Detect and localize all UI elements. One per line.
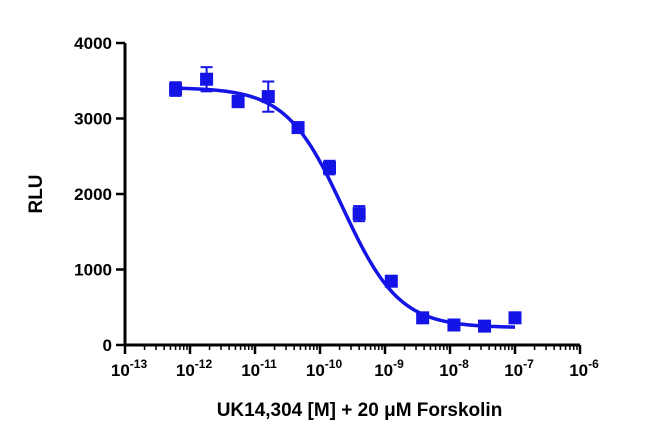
data-point — [200, 72, 214, 86]
data-point — [352, 207, 366, 221]
data-point-layer — [169, 72, 522, 333]
data-point — [169, 82, 183, 96]
x-tick-label: 10-9 — [374, 357, 404, 380]
x-tick-label: 10-8 — [439, 357, 469, 380]
data-point — [291, 121, 305, 135]
y-tick-label: 1000 — [74, 261, 112, 280]
data-point — [384, 274, 398, 288]
y-axis-title: RLU — [26, 174, 47, 213]
data-point — [416, 311, 430, 325]
y-tick-label: 2000 — [74, 185, 112, 204]
fit-curve-layer — [175, 86, 516, 329]
x-tick-label: 10-10 — [306, 357, 343, 380]
data-point — [231, 95, 245, 109]
x-tick-label: 10-11 — [241, 357, 277, 380]
fit-curve — [175, 86, 516, 329]
tick-layer: 0 1000 2000 3000 4000 10-13 10-12 10-11 10-10 10-… — [74, 34, 599, 380]
data-point — [447, 318, 461, 332]
data-point — [322, 161, 336, 175]
data-point — [478, 319, 492, 333]
y-tick-label: 0 — [103, 336, 112, 355]
y-tick-label: 3000 — [74, 110, 112, 129]
x-axis-title: UK14,304 [M] + 20 μM Forskolin — [217, 400, 503, 421]
data-point — [508, 311, 522, 325]
y-tick-label: 4000 — [74, 34, 112, 53]
x-tick-label: 10-7 — [504, 357, 534, 380]
x-tick-label: 10-12 — [176, 357, 213, 380]
data-point — [261, 90, 275, 104]
x-tick-label: 10-6 — [569, 357, 599, 380]
error-bar-layer — [169, 66, 521, 329]
x-tick-label: 10-13 — [111, 357, 148, 380]
